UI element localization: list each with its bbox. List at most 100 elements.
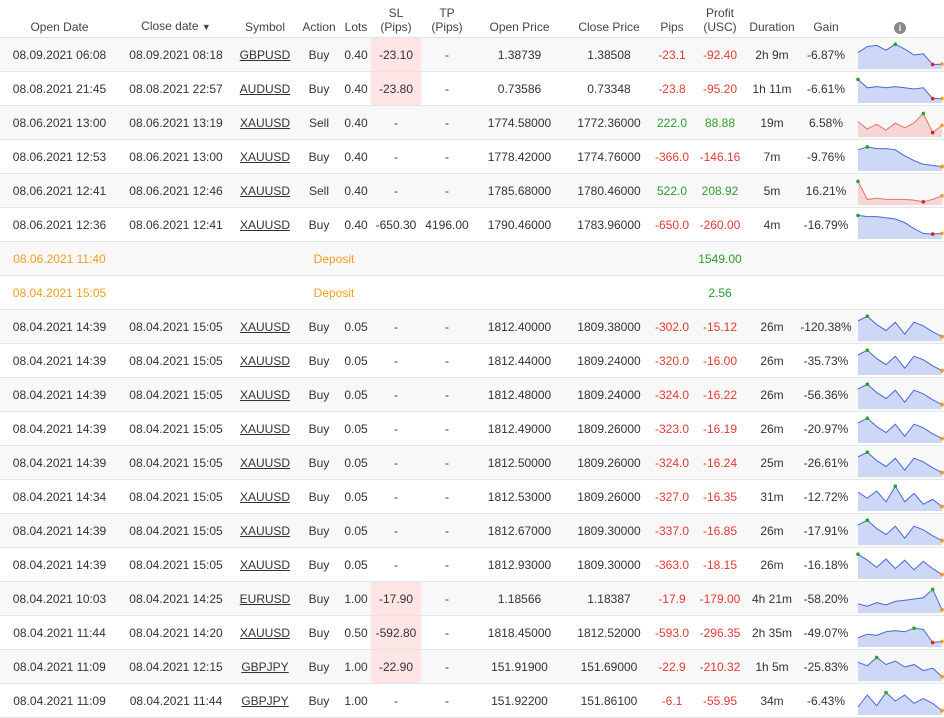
close-date-cell: 08.04.2021 15:05 — [119, 343, 233, 378]
close-date-cell: 08.04.2021 15:05 — [119, 411, 233, 446]
symbol-link[interactable]: XAUUSD — [239, 353, 290, 368]
profit-cell: -18.15 — [692, 547, 748, 582]
header-profit[interactable]: Profit (USC) — [692, 0, 748, 38]
symbol-link[interactable]: GBPJPY — [241, 693, 289, 708]
sparkline-cell — [856, 683, 944, 718]
sparkline-last-marker — [940, 164, 944, 168]
profit-cell: 88.88 — [692, 105, 748, 140]
info-icon[interactable]: i — [894, 22, 906, 34]
header-symbol[interactable]: Symbol — [233, 0, 297, 38]
sparkline-cell — [856, 513, 944, 548]
header-duration[interactable]: Duration — [748, 0, 796, 38]
header-sl[interactable]: SL (Pips) — [371, 0, 421, 38]
profit-cell: -179.00 — [692, 581, 748, 616]
symbol-cell: XAUUSD — [233, 445, 297, 480]
close-price-cell: 1772.36000 — [566, 105, 652, 140]
header-sl-unit: (Pips) — [380, 20, 412, 34]
open-date-cell: 08.04.2021 14:39 — [0, 309, 119, 344]
gain-sparkline — [857, 449, 944, 477]
gain-cell: -6.43% — [796, 683, 856, 718]
gain-sparkline — [857, 41, 944, 69]
open-date-cell: 08.06.2021 12:53 — [0, 139, 119, 174]
sparkline-max-marker — [856, 551, 860, 556]
symbol-link[interactable]: XAUUSD — [239, 217, 290, 232]
header-close-date[interactable]: Close date ▼ — [119, 0, 233, 38]
empty-cell — [566, 275, 652, 310]
sparkline-line — [857, 656, 943, 677]
header-action[interactable]: Action — [297, 0, 341, 38]
open-date-cell: 08.04.2021 14:39 — [0, 513, 119, 548]
header-gain[interactable]: Gain — [796, 0, 856, 38]
header-close-price[interactable]: Close Price — [566, 0, 652, 38]
sl-cell: - — [371, 411, 421, 446]
symbol-link[interactable]: XAUUSD — [239, 455, 290, 470]
header-pips[interactable]: Pips — [652, 0, 692, 38]
symbol-link[interactable]: XAUUSD — [239, 149, 290, 164]
lots-cell: 0.05 — [341, 479, 371, 514]
symbol-link[interactable]: AUDUSD — [239, 81, 291, 96]
open-date-cell: 08.04.2021 11:09 — [0, 683, 119, 718]
sparkline-cell — [856, 139, 944, 174]
sparkline-max-marker — [893, 41, 898, 46]
symbol-link[interactable]: XAUUSD — [239, 625, 290, 640]
open-date-cell: 08.06.2021 13:00 — [0, 105, 119, 140]
symbol-link[interactable]: XAUUSD — [239, 319, 290, 334]
header-tp[interactable]: TP (Pips) — [421, 0, 473, 38]
lots-cell: 0.40 — [341, 207, 371, 242]
gain-cell: -20.97% — [796, 411, 856, 446]
duration-cell: 19m — [748, 105, 796, 140]
sparkline-line — [857, 145, 943, 167]
profit-cell: -15.12 — [692, 309, 748, 344]
lots-cell: 0.40 — [341, 173, 371, 208]
sl-cell: - — [371, 309, 421, 344]
pips-cell: -23.8 — [652, 71, 692, 106]
symbol-cell — [233, 275, 297, 310]
tp-cell: - — [421, 411, 473, 446]
symbol-link[interactable]: XAUUSD — [239, 523, 290, 538]
sparkline-last-marker — [940, 231, 944, 235]
symbol-link[interactable]: GBPUSD — [239, 47, 291, 62]
sparkline-max-marker — [865, 517, 870, 522]
action-cell: Buy — [297, 309, 341, 344]
close-date-cell — [119, 275, 233, 310]
sparkline-max-marker — [912, 625, 916, 630]
header-profit-label: Profit — [705, 6, 734, 20]
symbol-link[interactable]: XAUUSD — [239, 115, 290, 130]
header-open-date[interactable]: Open Date — [0, 0, 119, 38]
open-date-cell: 08.04.2021 14:39 — [0, 411, 119, 446]
sparkline-max-marker — [930, 587, 935, 591]
header-tp-label: TP — [439, 6, 455, 20]
symbol-link[interactable]: XAUUSD — [239, 421, 290, 436]
symbol-cell: XAUUSD — [233, 343, 297, 378]
sparkline-cell — [856, 207, 944, 242]
close-date-cell: 08.04.2021 14:20 — [119, 615, 233, 650]
gain-cell: -9.76% — [796, 139, 856, 174]
sparkline-cell — [856, 649, 944, 684]
symbol-cell: EURUSD — [233, 581, 297, 616]
pips-cell: -320.0 — [652, 343, 692, 378]
close-price-cell: 1.38508 — [566, 37, 652, 72]
header-open-price[interactable]: Open Price — [473, 0, 566, 38]
symbol-link[interactable]: XAUUSD — [239, 387, 290, 402]
profit-cell: -210.32 — [692, 649, 748, 684]
header-lots[interactable]: Lots — [341, 0, 371, 38]
close-price-cell: 1780.46000 — [566, 173, 652, 208]
close-price-cell: 1783.96000 — [566, 207, 652, 242]
symbol-link[interactable]: EURUSD — [239, 591, 291, 606]
symbol-link[interactable]: XAUUSD — [239, 183, 290, 198]
close-price-cell: 1809.38000 — [566, 309, 652, 344]
open-date-cell: 08.04.2021 11:09 — [0, 649, 119, 684]
sparkline-min-marker — [930, 130, 935, 134]
open-date-cell: 08.04.2021 14:39 — [0, 343, 119, 378]
symbol-link[interactable]: XAUUSD — [239, 557, 290, 572]
sparkline-line — [857, 315, 943, 337]
symbol-link[interactable]: XAUUSD — [239, 489, 290, 504]
gain-cell: -120.38% — [796, 309, 856, 344]
gain-cell: -16.18% — [796, 547, 856, 582]
symbol-link[interactable]: GBPJPY — [241, 659, 289, 674]
header-symbol-label: Symbol — [244, 20, 285, 34]
close-date-cell: 08.04.2021 15:05 — [119, 309, 233, 344]
open-date-cell: 08.06.2021 12:36 — [0, 207, 119, 242]
header-close-date-label: Close date — [141, 19, 199, 33]
gain-sparkline — [856, 77, 944, 103]
